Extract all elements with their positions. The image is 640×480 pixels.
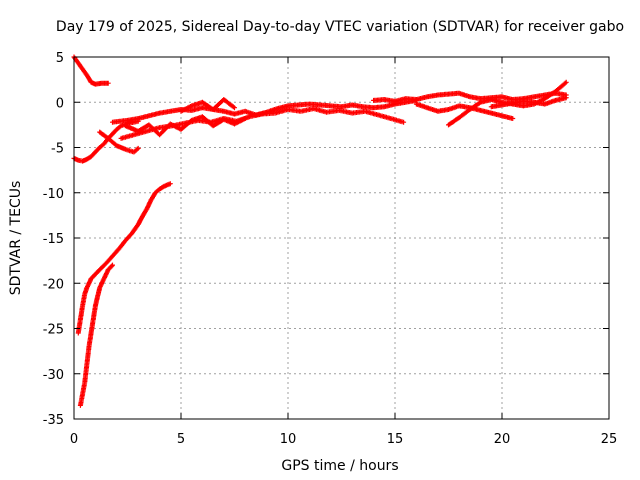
y-axis-ticks: 5 0 -5 -10 -15 -20 -25 -30 -35 bbox=[43, 51, 609, 428]
data-point-markers bbox=[488, 95, 569, 110]
x-axis-label: GPS time / hours bbox=[281, 458, 398, 474]
x-tick-label: 20 bbox=[494, 432, 511, 447]
y-tick-label: -5 bbox=[51, 142, 64, 157]
x-tick-label: 10 bbox=[280, 432, 297, 447]
y-tick-label: -10 bbox=[43, 187, 64, 202]
data-point-markers bbox=[122, 114, 248, 138]
y-tick-label: 5 bbox=[56, 51, 64, 66]
data-point-markers bbox=[97, 129, 141, 155]
y-tick-label: -15 bbox=[43, 232, 64, 247]
series-track-h bbox=[122, 114, 248, 138]
x-tick-label: 5 bbox=[177, 432, 185, 447]
series-track-i bbox=[178, 97, 237, 114]
y-tick-label: -30 bbox=[43, 368, 64, 383]
data-points bbox=[71, 54, 569, 408]
y-axis-label: SDTVAR / TECUs bbox=[8, 181, 24, 296]
y-tick-label: 0 bbox=[56, 96, 64, 111]
x-tick-label: 15 bbox=[387, 432, 404, 447]
data-point-markers bbox=[371, 90, 569, 104]
chart-title: Day 179 of 2025, Sidereal Day-to-day VTE… bbox=[56, 19, 624, 35]
series-track-e bbox=[77, 262, 115, 408]
series-track-j bbox=[371, 90, 569, 104]
x-tick-label: 0 bbox=[70, 432, 78, 447]
data-point-markers bbox=[178, 97, 237, 114]
series-track-d bbox=[75, 181, 173, 336]
data-point-markers bbox=[75, 181, 173, 336]
data-point-markers bbox=[77, 262, 115, 408]
series-track-m bbox=[488, 95, 569, 110]
series-track-c bbox=[97, 129, 141, 155]
y-tick-label: -25 bbox=[43, 323, 64, 338]
y-tick-label: -20 bbox=[43, 277, 64, 292]
y-tick-label: -35 bbox=[43, 413, 64, 428]
x-axis-ticks: 0 5 10 15 20 25 bbox=[70, 57, 617, 447]
x-tick-label: 25 bbox=[601, 432, 618, 447]
